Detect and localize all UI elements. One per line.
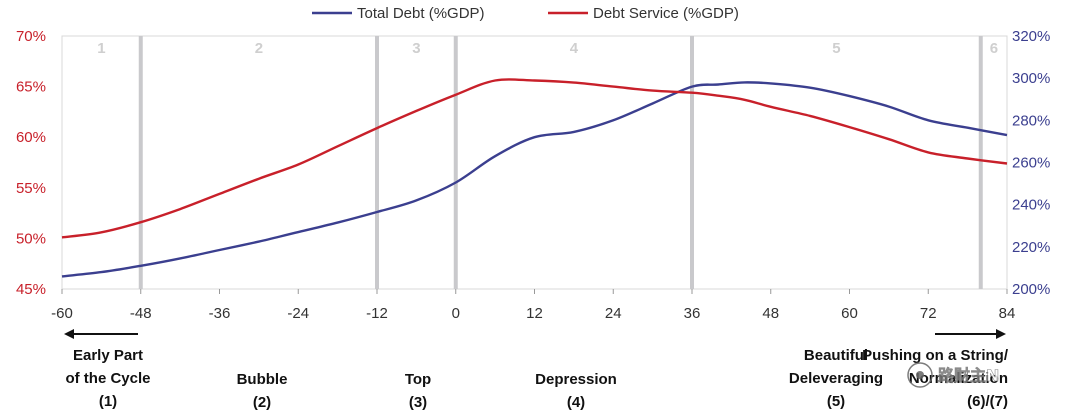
- left-tick-label: 55%: [16, 180, 46, 197]
- left-tick-label: 60%: [16, 129, 46, 146]
- watermark-logo-dot-icon: [916, 371, 924, 379]
- phase-number: 6: [990, 40, 998, 57]
- phase-number: 4: [570, 40, 579, 57]
- stage-beautiful-deleveraging-line: Beautiful: [804, 347, 868, 364]
- right-tick-label: 300%: [1012, 70, 1050, 87]
- x-tick-label: 48: [762, 305, 779, 322]
- legend-label: Total Debt (%GDP): [357, 5, 485, 22]
- x-tick-label: -36: [209, 305, 231, 322]
- right-tick-label: 320%: [1012, 28, 1050, 45]
- x-tick-label: 12: [526, 305, 543, 322]
- stage-bubble-line: (2): [253, 394, 271, 411]
- stage-depression-line: Depression: [535, 371, 617, 388]
- total-debt-line: [61, 81, 1008, 278]
- right-tick-label: 220%: [1012, 239, 1050, 256]
- right-tick-label: 240%: [1012, 197, 1050, 214]
- stage-early-line: Early Part: [73, 347, 143, 364]
- legend: Total Debt (%GDP) Debt Service (%GDP): [312, 5, 739, 22]
- stage-beautiful-deleveraging-line: (5): [827, 393, 845, 410]
- x-tick-label: 72: [920, 305, 937, 322]
- stage-pushing-on-string-line: Normalization: [909, 370, 1008, 387]
- plot-area: [61, 35, 1008, 290]
- stage-early-line: of the Cycle: [65, 370, 150, 387]
- series-layer: [61, 78, 1008, 278]
- x-tick-label: 36: [684, 305, 701, 322]
- watermark-logo-icon: [907, 362, 933, 388]
- x-tick-label: -12: [366, 305, 388, 322]
- left-axis: 45% 50% 55% 60% 65% 70%: [16, 28, 46, 298]
- right-tick-label: 200%: [1012, 281, 1050, 298]
- stage-beautiful-deleveraging-line: Deleveraging: [789, 370, 883, 387]
- phase-labels: 1 2 3 4 5 6: [97, 40, 998, 57]
- x-tick-label: 24: [605, 305, 622, 322]
- left-tick-label: 65%: [16, 79, 46, 96]
- stage-bubble-line: Bubble: [237, 371, 288, 388]
- right-tick-label: 280%: [1012, 112, 1050, 129]
- x-tick-label: 60: [841, 305, 858, 322]
- left-tick-label: 50%: [16, 230, 46, 247]
- stage-early-line: (1): [99, 393, 117, 410]
- x-tick-label: 84: [999, 305, 1016, 322]
- phase-number: 2: [255, 40, 263, 57]
- x-tick-label: -60: [51, 305, 73, 322]
- right-tick-label: 260%: [1012, 155, 1050, 172]
- left-tick-label: 45%: [16, 281, 46, 298]
- stage-depression-line: (4): [567, 394, 585, 411]
- x-tick-label: 0: [452, 305, 460, 322]
- left-tick-label: 70%: [16, 28, 46, 45]
- stage-pushing-on-string-line: Pushing on a String/: [862, 347, 1009, 364]
- x-axis: -60 -48 -36 -24 -12 0 12 24 36 48 60 72 84: [51, 289, 1015, 322]
- stage-top-line: Top: [405, 371, 431, 388]
- watermark: 路财主N: [907, 362, 1000, 388]
- debt-service-line: [61, 78, 1008, 239]
- stage-top-line: (3): [409, 394, 427, 411]
- x-tick-label: -48: [130, 305, 152, 322]
- right-axis: 200% 220% 240% 260% 280% 300% 320%: [1012, 28, 1050, 298]
- legend-label: Debt Service (%GDP): [593, 5, 739, 22]
- stage-labels: Early Part of the Cycle (1) Bubble (2) Top (3)…: [65, 347, 1008, 411]
- phase-number: 1: [97, 40, 105, 57]
- stage-pushing-on-string-line: (6)/(7): [967, 393, 1008, 410]
- phase-number: 5: [832, 40, 840, 57]
- x-tick-label: -24: [287, 305, 309, 322]
- watermark-text: 路财主N: [938, 366, 999, 385]
- phase-dividers: [138, 36, 983, 289]
- phase-number: 3: [412, 40, 420, 57]
